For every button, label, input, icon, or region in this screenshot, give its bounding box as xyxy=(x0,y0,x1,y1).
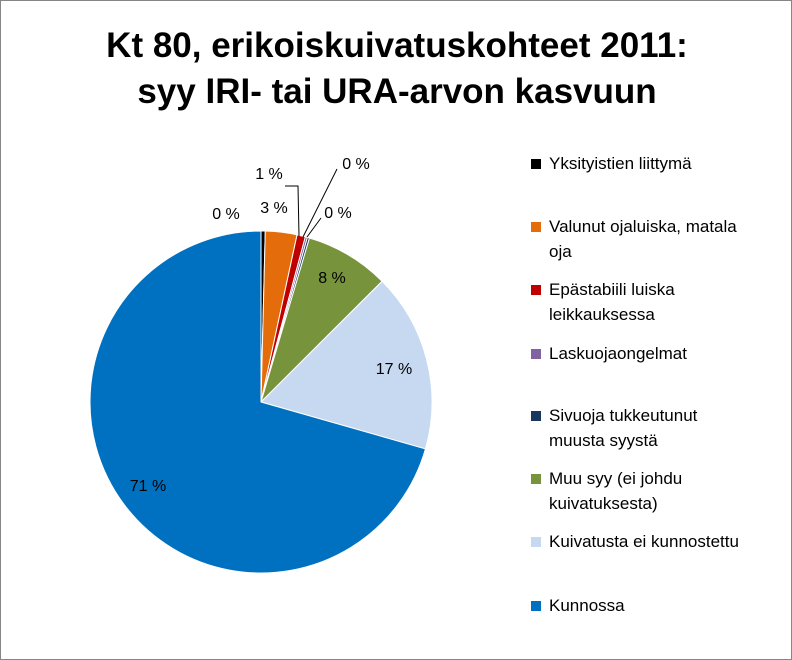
data-label-2: 3 % xyxy=(260,200,288,217)
data-label-4: 0 % xyxy=(342,156,370,173)
legend-label: Laskuojaongelmat xyxy=(549,341,781,366)
legend-label: Epästabiili luiska leikkauksessa xyxy=(549,277,781,327)
legend-label-line: Sivuoja tukkeutunut xyxy=(549,406,698,425)
legend-label-line: oja xyxy=(549,242,572,261)
legend-swatch xyxy=(531,537,541,547)
leader-line-3 xyxy=(285,185,300,237)
legend-swatch xyxy=(531,349,541,359)
legend-label: Sivuoja tukkeutunut muusta syystä xyxy=(549,403,781,453)
legend-label-line: Yksityistien liittymä xyxy=(549,154,692,173)
chart-title: Kt 80, erikoiskuivatuskohteet 2011: syy … xyxy=(1,23,792,115)
legend-label-line: Laskuojaongelmat xyxy=(549,344,687,363)
legend-label: Yksityistien liittymä xyxy=(549,151,781,176)
legend-label-line: Muu syy (ei johdu xyxy=(549,469,683,488)
legend-label: Valunut ojaluiska, matala oja xyxy=(549,214,781,264)
pie-slice-8 xyxy=(89,230,427,574)
legend-swatch xyxy=(531,159,541,169)
legend-label-line: Kunnossa xyxy=(549,596,625,615)
data-label-3: 1 % xyxy=(255,166,283,183)
chart-title-line-2: syy IRI- tai URA-arvon kasvuun xyxy=(137,72,657,111)
legend-label: Muu syy (ei johdu kuivatuksesta) xyxy=(549,466,781,516)
data-label-1: 0 % xyxy=(212,206,240,223)
leader-line-4 xyxy=(302,168,338,238)
legend-label-line: muusta syystä xyxy=(549,431,658,450)
legend-label: Kuivatusta ei kunnostettu xyxy=(549,529,781,554)
legend-swatch xyxy=(531,601,541,611)
legend-label-line: Valunut ojaluiska, matala xyxy=(549,217,737,236)
legend-swatch xyxy=(531,222,541,232)
legend-label-line: Kuivatusta ei kunnostettu xyxy=(549,532,739,551)
legend-swatch xyxy=(531,411,541,421)
legend-label-line: Epästabiili luiska xyxy=(549,280,675,299)
data-label-7: 17 % xyxy=(376,361,412,378)
legend-label-line: kuivatuksesta) xyxy=(549,494,658,513)
data-label-8: 71 % xyxy=(130,478,166,495)
legend-swatch xyxy=(531,285,541,295)
legend-label-line: leikkauksessa xyxy=(549,305,655,324)
chart-title-line-1: Kt 80, erikoiskuivatuskohteet 2011: xyxy=(106,26,688,65)
legend-label: Kunnossa xyxy=(549,593,781,618)
data-label-5: 0 % xyxy=(324,205,352,222)
pie-slice-7 xyxy=(260,280,433,450)
leader-line-5 xyxy=(306,217,322,238)
legend-swatch xyxy=(531,474,541,484)
data-label-6: 8 % xyxy=(318,270,346,287)
